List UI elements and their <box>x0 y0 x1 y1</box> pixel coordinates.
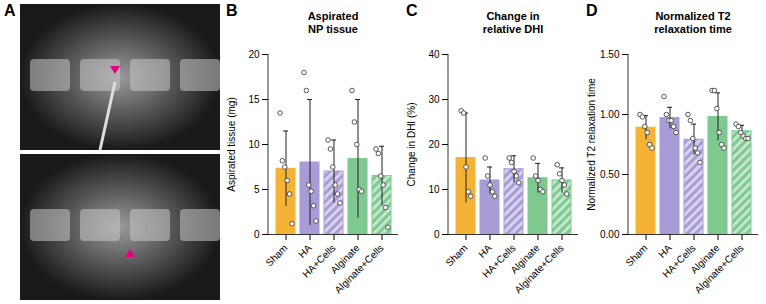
svg-text:0.00: 0.00 <box>600 229 620 240</box>
svg-text:10: 10 <box>248 139 260 150</box>
svg-text:10: 10 <box>428 184 440 195</box>
svg-text:40: 40 <box>428 49 440 60</box>
svg-text:0: 0 <box>434 229 440 240</box>
svg-text:30: 30 <box>428 94 440 105</box>
svg-text:HA: HA <box>656 242 674 260</box>
svg-text:Alginate+Cells: Alginate+Cells <box>332 242 385 295</box>
svg-text:HA+Cells: HA+Cells <box>660 242 697 279</box>
html-text:D: D <box>586 2 598 19</box>
html-text:Change in relative DHI: Change in relative DHI <box>482 10 544 35</box>
svg-text:HA+Cells: HA+Cells <box>300 242 337 279</box>
svg-text:Alginate+Cells: Alginate+Cells <box>692 242 745 295</box>
svg-text:HA: HA <box>296 242 314 260</box>
html-text:B: B <box>226 2 238 19</box>
svg-text:Sham: Sham <box>263 242 289 268</box>
html-text:C: C <box>406 2 418 19</box>
svg-text:HA+Cells: HA+Cells <box>480 242 517 279</box>
svg-text:20: 20 <box>248 49 260 60</box>
svg-text:Change in DHI (%): Change in DHI (%) <box>406 103 417 187</box>
html-text:A: A <box>4 2 16 19</box>
svg-text:HA: HA <box>476 242 494 260</box>
svg-text:0: 0 <box>254 229 260 240</box>
svg-text:1.00: 1.00 <box>600 109 620 120</box>
html-text:Normalized T2 relaxation time: Normalized T2 relaxation time <box>654 10 732 35</box>
svg-text:Normalized T2 relaxation time: Normalized T2 relaxation time <box>586 78 597 211</box>
svg-text:15: 15 <box>248 94 260 105</box>
svg-text:5: 5 <box>254 184 260 195</box>
svg-text:Aspirated tissue (mg): Aspirated tissue (mg) <box>226 97 237 191</box>
svg-text:1.50: 1.50 <box>600 49 620 60</box>
svg-text:20: 20 <box>428 139 440 150</box>
svg-text:Sham: Sham <box>443 242 469 268</box>
html-text:Aspirated NP tissue: Aspirated NP tissue <box>307 10 359 35</box>
svg-text:Alginate+Cells: Alginate+Cells <box>512 242 565 295</box>
svg-text:Sham: Sham <box>623 242 649 268</box>
svg-text:0.50: 0.50 <box>600 169 620 180</box>
